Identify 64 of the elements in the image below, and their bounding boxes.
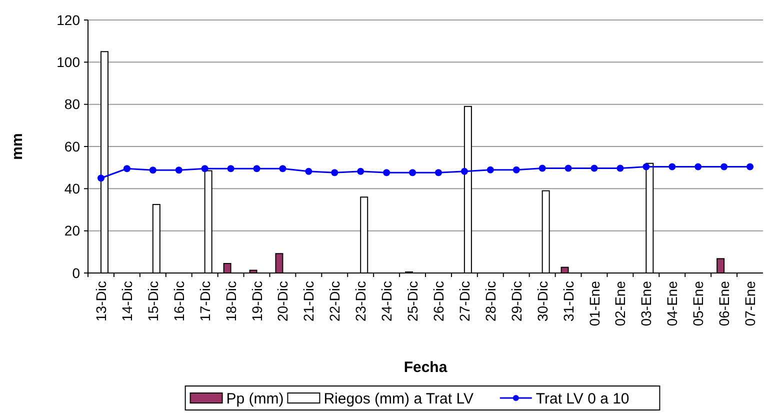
x-tick-label: 01-Ene — [586, 280, 602, 326]
x-tick-label: 17-Dic — [196, 281, 213, 322]
x-tick-label: 02-Ene — [612, 280, 628, 326]
x-tick-label: 03-Ene — [638, 280, 654, 326]
y-tick-label: 120 — [56, 12, 80, 28]
point — [564, 164, 572, 172]
point — [460, 168, 468, 175]
point — [253, 165, 260, 172]
point — [409, 169, 416, 176]
x-tick-label: 30-Dic — [534, 281, 550, 322]
point — [227, 165, 234, 172]
y-tick-label: 60 — [64, 138, 80, 154]
y-tick-label: 0 — [72, 264, 80, 281]
x-tick-label: 22-Dic — [326, 281, 343, 322]
y-tick-label: 20 — [64, 222, 80, 239]
point — [149, 166, 156, 174]
y-tick-label: 80 — [64, 96, 80, 112]
point — [175, 166, 182, 174]
point — [746, 163, 754, 170]
legend-label: Pp (mm) — [226, 390, 284, 408]
point — [668, 163, 676, 170]
x-tick-label: 26-Dic — [430, 281, 446, 322]
point — [305, 168, 312, 175]
point — [279, 165, 286, 172]
y-axis-title: mm — [9, 133, 26, 160]
x-tick-label: 31-Dic — [560, 281, 576, 322]
point — [97, 174, 104, 182]
y-tick-label: 40 — [64, 180, 80, 197]
x-tick-label: 29-Dic — [508, 281, 524, 322]
legend-label: Trat LV 0 a 10 — [536, 390, 630, 408]
point — [434, 169, 442, 176]
point — [694, 163, 702, 170]
x-axis-title: Fecha — [404, 359, 448, 376]
point — [538, 164, 546, 172]
x-tick-label: 18-Dic — [222, 281, 239, 322]
point — [331, 169, 338, 176]
x-tick-label: 24-Dic — [378, 281, 395, 322]
point — [486, 166, 494, 174]
point — [357, 168, 364, 175]
x-tick-label: 27-Dic — [456, 281, 472, 322]
x-tick-label: 28-Dic — [482, 281, 498, 322]
x-tick-label: 16-Dic — [170, 281, 187, 322]
x-tick-label: 21-Dic — [300, 281, 317, 322]
x-tick-label: 23-Dic — [352, 281, 369, 322]
x-tick-label: 14-Dic — [118, 281, 135, 322]
x-tick-label: 07-Ene — [742, 280, 758, 326]
point — [123, 165, 130, 172]
point — [383, 169, 390, 176]
x-tick-label: 19-Dic — [248, 281, 265, 322]
point — [512, 166, 520, 174]
legend-label: Riegos (mm) a Trat LV — [324, 390, 474, 408]
x-tick-label: 05-Ene — [690, 280, 706, 326]
x-tick-label: 15-Dic — [144, 281, 161, 322]
x-tick-label: 25-Dic — [404, 281, 421, 322]
point — [590, 164, 598, 172]
y-tick-label: 100 — [56, 54, 80, 70]
x-tick-label: 20-Dic — [274, 281, 291, 322]
point — [720, 163, 728, 170]
point — [201, 165, 208, 172]
x-tick-label: 04-Ene — [664, 280, 680, 326]
point — [642, 163, 650, 170]
x-tick-label: 13-Dic — [92, 281, 109, 322]
point — [616, 164, 624, 172]
x-tick-label: 06-Ene — [716, 280, 732, 326]
